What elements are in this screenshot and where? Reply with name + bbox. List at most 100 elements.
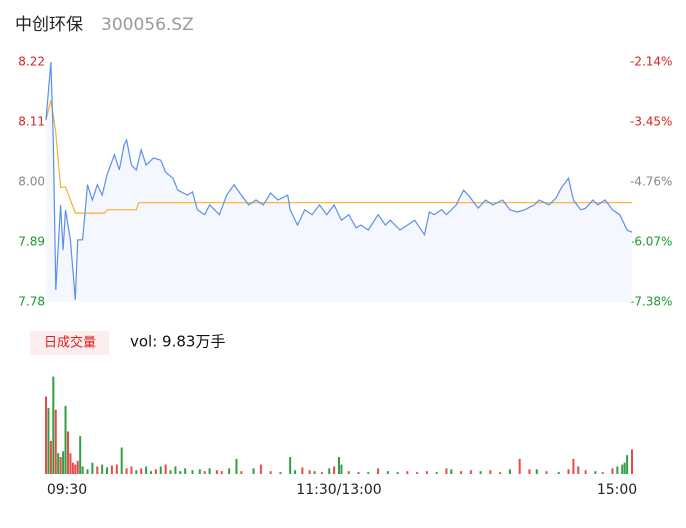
volume-bar <box>616 466 619 474</box>
volume-bar <box>120 447 123 474</box>
volume-bar <box>289 456 292 474</box>
volume-bar <box>174 466 177 474</box>
volume-bar <box>469 470 472 474</box>
volume-bar <box>115 464 118 474</box>
volume-bar <box>460 471 463 474</box>
stock-code: 300056.SZ <box>101 15 194 35</box>
volume-bar <box>301 467 304 474</box>
volume-bar <box>179 471 182 474</box>
volume-bar <box>59 456 62 474</box>
volume-bar <box>66 431 69 474</box>
volume-bar <box>228 468 231 474</box>
stock-name: 中创环保 <box>15 15 83 35</box>
volume-bar <box>220 471 223 474</box>
volume-total: vol: 9.83万手 <box>130 333 225 351</box>
volume-bar <box>450 469 453 474</box>
volume-bar <box>252 468 255 474</box>
volume-bar <box>191 470 194 474</box>
x-tick-label: 15:00 <box>597 482 637 498</box>
volume-bar <box>269 471 272 474</box>
volume-bar <box>308 470 311 474</box>
volume-bar <box>435 472 438 474</box>
volume-bar <box>594 471 597 474</box>
volume-bar <box>357 472 360 474</box>
volume-bar <box>74 464 77 474</box>
y2-tick-label: -2.14% <box>630 55 672 69</box>
volume-bar <box>518 458 521 474</box>
volume-bar <box>235 458 238 474</box>
volume-bar <box>623 462 626 474</box>
volume-bar <box>340 464 343 474</box>
volume-bar <box>396 472 399 474</box>
volume-bar <box>333 466 336 474</box>
volume-bar <box>110 465 113 474</box>
volume-bar <box>69 453 72 474</box>
volume-bar <box>101 464 104 474</box>
volume-bar <box>198 469 201 474</box>
volume-bar <box>338 456 340 474</box>
volume-bar <box>313 471 316 474</box>
volume-bar <box>572 458 575 474</box>
volume-bar <box>164 464 167 474</box>
volume-bar <box>145 466 148 474</box>
volume-bar <box>508 469 511 474</box>
volume-bar <box>215 470 218 474</box>
volume-bar <box>71 462 74 474</box>
y2-tick-label: -4.76% <box>630 175 672 189</box>
volume-bar <box>377 468 380 474</box>
volume-bar <box>76 460 79 474</box>
volume-bar <box>130 466 133 474</box>
volume-bar <box>545 471 548 474</box>
volume-bar <box>79 436 82 474</box>
volume-bar <box>184 468 187 474</box>
volume-bar <box>557 472 560 474</box>
average-line <box>45 100 632 214</box>
price-area <box>46 62 632 302</box>
volume-bar <box>406 471 409 474</box>
volume-bar <box>611 468 614 474</box>
volume-badge-bg <box>30 331 109 355</box>
volume-bar <box>294 470 297 474</box>
volume-bar <box>416 472 419 474</box>
volume-bar <box>386 471 389 474</box>
volume-bar <box>367 472 370 474</box>
volume-bar <box>135 470 138 474</box>
volume-bar <box>208 468 211 474</box>
volume-bar <box>169 470 172 474</box>
volume-bar <box>626 455 629 474</box>
volume-bar <box>535 469 538 474</box>
volume-bar <box>479 471 482 474</box>
volume-bar <box>528 469 531 474</box>
volume-bar <box>601 472 604 474</box>
volume-bar <box>328 468 331 474</box>
volume-bar <box>320 472 323 474</box>
y-tick-label: 7.89 <box>18 235 45 249</box>
volume-bar <box>279 472 282 474</box>
volume-bar <box>154 469 157 474</box>
volume-bar <box>445 468 448 474</box>
volume-bar <box>425 471 428 474</box>
y-tick-label: 7.78 <box>18 295 45 309</box>
y2-tick-label: -3.45% <box>630 115 672 129</box>
volume-bar <box>499 472 502 474</box>
volume-bar <box>631 449 633 474</box>
volume-bar <box>81 466 84 474</box>
volume-bar <box>57 453 60 474</box>
volume-bar <box>240 471 243 474</box>
volume-badge: 日成交量 <box>44 335 96 351</box>
volume-bar <box>203 471 206 474</box>
y2-tick-label: -6.07% <box>630 235 672 249</box>
price-line <box>45 61 633 300</box>
y-tick-label: 8.11 <box>18 115 45 129</box>
volume-bar <box>577 466 580 474</box>
x-tick-label: 11:30/13:00 <box>296 482 381 498</box>
volume-bar <box>347 471 350 474</box>
volume-bar <box>91 462 94 474</box>
volume-bar <box>489 470 492 474</box>
volume-bar <box>567 469 570 474</box>
volume-bar <box>54 409 57 474</box>
volume-bar <box>45 396 47 474</box>
volume-bar <box>86 469 89 474</box>
volume-bar <box>64 405 67 474</box>
